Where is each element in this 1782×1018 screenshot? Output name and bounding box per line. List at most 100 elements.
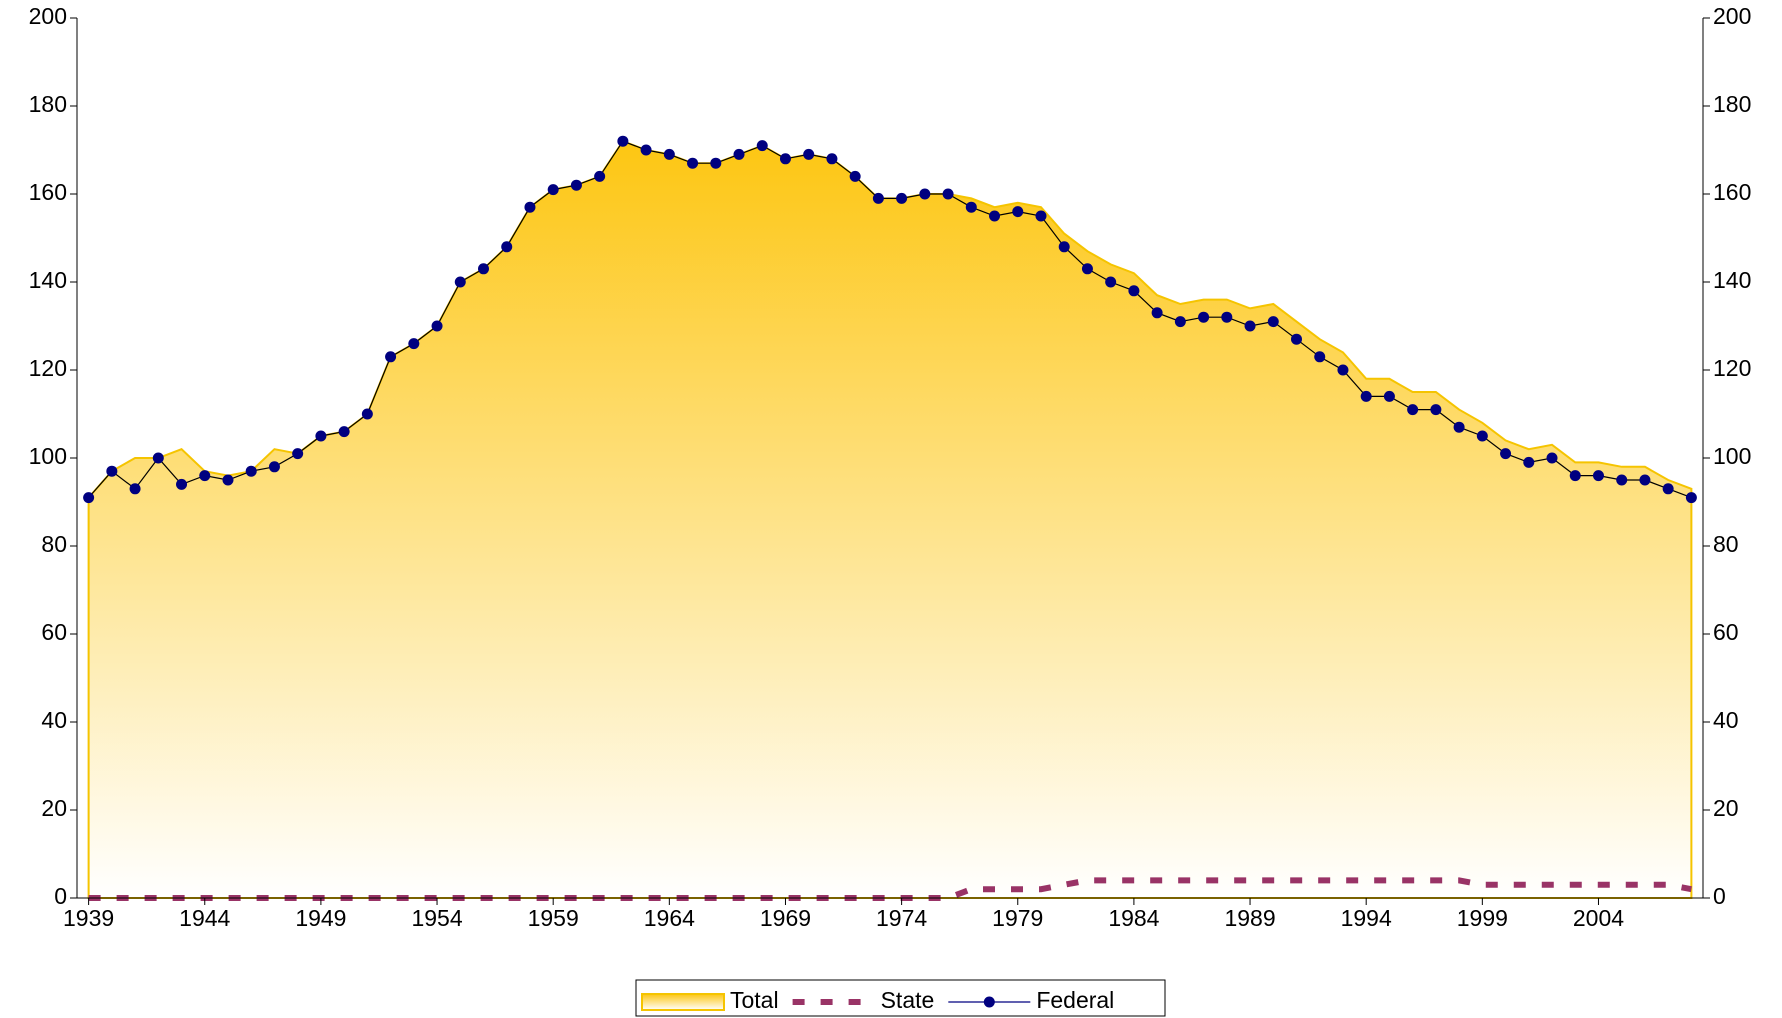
federal-marker [547,184,559,196]
federal-marker [268,461,280,473]
federal-marker [872,192,884,204]
y-tick-label: 200 [29,3,67,29]
federal-marker [1476,430,1488,442]
y-tick-label: 100 [29,443,67,469]
x-tick-label: 1984 [1108,905,1159,931]
x-tick-label: 1954 [411,905,462,931]
federal-line [88,140,1692,499]
federal-marker [687,157,699,169]
federal-marker [501,241,513,253]
federal-marker [1035,210,1047,222]
y-tick-label: 80 [41,531,67,557]
federal-marker [1592,470,1604,482]
y2-tick-label: 40 [1713,707,1739,733]
federal-marker [803,148,815,160]
federal-marker [524,201,536,213]
federal-marker [849,170,861,182]
x-tick-label: 2004 [1573,905,1624,931]
federal-marker [1523,456,1535,468]
total-area [87,139,1693,899]
y-tick-label: 160 [29,179,67,205]
federal-marker [1128,285,1140,297]
federal-marker [431,320,443,332]
federal-marker [617,135,629,147]
x-tick-label: 1959 [528,905,579,931]
federal-marker [826,153,838,165]
y-tick-label: 40 [41,707,67,733]
y2-tick-label: 200 [1713,3,1751,29]
y2-tick-label: 180 [1713,91,1751,117]
federal-marker [315,430,327,442]
federal-marker [1174,316,1186,328]
x-tick-label: 1949 [295,905,346,931]
federal-marker [1383,390,1395,402]
legend-label: Total [730,987,779,1013]
federal-marker [896,192,908,204]
federal-marker [199,470,211,482]
federal-marker [1546,452,1558,464]
federal-marker [222,474,234,486]
federal-marker [1198,311,1210,323]
x-tick-label: 1969 [760,905,811,931]
federal-marker [965,201,977,213]
y2-tick-label: 140 [1713,267,1751,293]
x-tick-label: 1944 [179,905,230,931]
federal-marker [663,148,675,160]
legend-swatch [641,993,725,1011]
federal-marker [1337,364,1349,376]
x-tick-label: 1974 [876,905,927,931]
y-tick-label: 120 [29,355,67,381]
y2-tick-label: 160 [1713,179,1751,205]
federal-marker [1221,311,1233,323]
federal-marker [733,148,745,160]
federal-marker [710,157,722,169]
federal-marker [1569,470,1581,482]
x-tick-label: 1964 [644,905,695,931]
legend-swatch [983,996,995,1008]
federal-marker [1314,351,1326,363]
federal-marker [1012,206,1024,218]
federal-marker [1639,474,1651,486]
federal-marker [594,170,606,182]
federal-marker [83,492,95,504]
federal-marker [292,448,304,460]
federal-marker [152,452,164,464]
federal-marker [1291,333,1302,345]
federal-marker [385,351,397,363]
federal-marker [1151,307,1163,319]
federal-marker [570,179,582,191]
federal-marker [408,338,420,350]
federal-marker [129,483,141,495]
y-tick-label: 140 [29,267,67,293]
federal-marker [756,140,768,152]
legend-label: Federal [1036,987,1114,1013]
federal-marker [176,478,188,490]
y2-tick-label: 100 [1713,443,1751,469]
federal-marker [106,465,118,477]
federal-marker [1105,276,1117,288]
federal-marker [1500,448,1512,460]
x-tick-label: 1989 [1224,905,1275,931]
federal-marker [1244,320,1256,332]
federal-marker [942,188,954,200]
x-tick-label: 1979 [992,905,1043,931]
y2-tick-label: 20 [1713,795,1739,821]
federal-marker [1081,263,1093,275]
y2-tick-label: 80 [1713,531,1739,557]
federal-marker [245,465,257,477]
federal-marker [478,263,489,275]
y2-tick-label: 0 [1713,883,1726,909]
federal-marker [1453,421,1465,433]
federal-marker [1360,390,1372,402]
x-tick-label: 1994 [1341,905,1392,931]
federal-marker [919,188,931,200]
federal-marker [1662,483,1674,495]
y2-tick-label: 60 [1713,619,1739,645]
federal-marker [989,210,1001,222]
federal-marker [779,153,791,165]
federal-marker [1616,474,1628,486]
y2-tick-label: 120 [1713,355,1751,381]
y-tick-label: 60 [41,619,67,645]
federal-marker [1058,241,1070,253]
